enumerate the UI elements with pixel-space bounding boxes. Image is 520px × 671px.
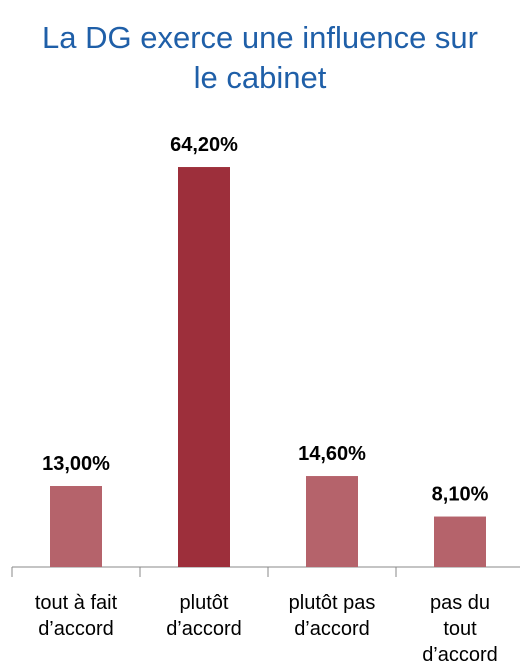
x-tick-label: plutôt d’accord: [166, 592, 242, 640]
value-label: 64,20%: [170, 134, 238, 156]
value-label: 14,60%: [298, 443, 366, 465]
bar: [178, 167, 230, 567]
bar: [50, 486, 102, 567]
value-label: 13,00%: [42, 453, 110, 475]
x-tick-label: pas du tout d’accord: [422, 592, 498, 666]
bar: [306, 476, 358, 567]
x-tick-label: plutôt pas d’accord: [288, 592, 376, 640]
bar: [434, 516, 486, 567]
x-tick-label: tout à fait d’accord: [34, 592, 118, 640]
value-label: 8,10%: [432, 484, 489, 506]
chart-title: La DG exerce une influence sur le cabine…: [42, 20, 478, 95]
